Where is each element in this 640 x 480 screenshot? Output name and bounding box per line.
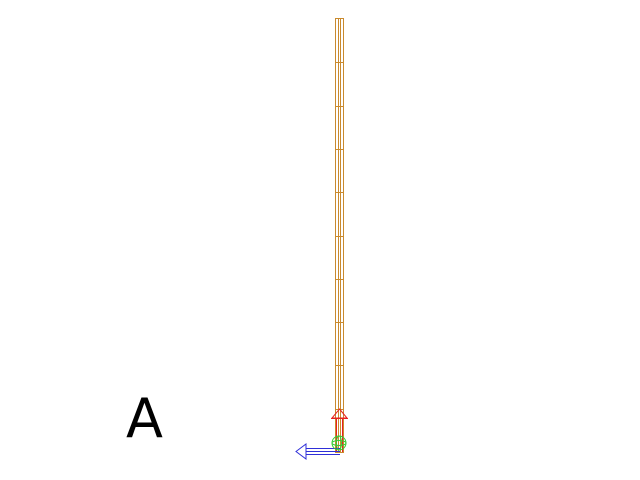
origin-ring-horizontal xyxy=(331,440,347,446)
rod-outer-outline xyxy=(335,18,344,453)
y-axis-arrowhead xyxy=(330,408,349,419)
x-axis-arrowhead xyxy=(295,443,307,460)
panel-label: A xyxy=(126,387,163,450)
origin-ring-vertical xyxy=(336,435,342,451)
rod-segment-ticks xyxy=(336,62,343,410)
wireframe-rod[interactable] xyxy=(335,18,344,453)
origin-marker[interactable] xyxy=(331,435,347,451)
x-axis-arrow[interactable] xyxy=(295,443,340,460)
